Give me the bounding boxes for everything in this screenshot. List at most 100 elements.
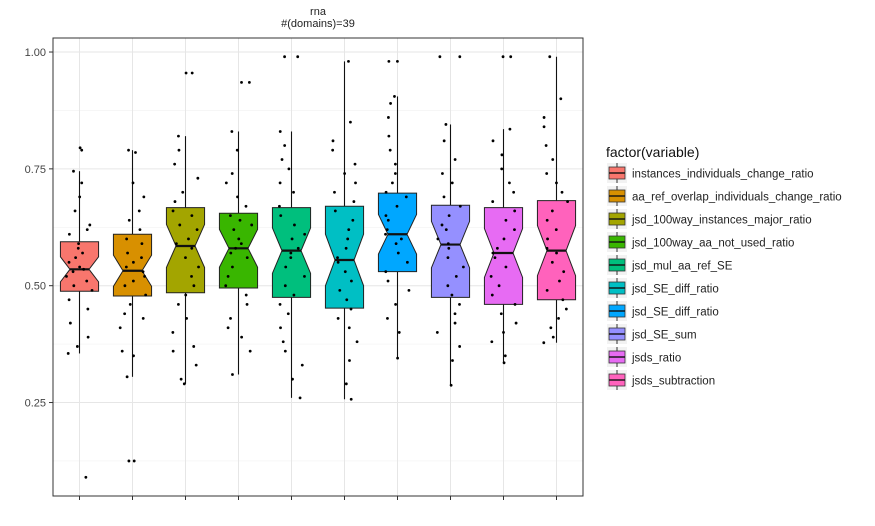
data-point [132,354,135,358]
data-point [78,146,82,150]
data-point [68,321,72,325]
data-point [190,214,194,217]
data-point [230,172,234,175]
data-point [143,274,146,278]
data-point [545,218,549,222]
legend-item: aa_ref_overlap_individuals_change_ratio [607,186,842,206]
data-point [82,267,86,271]
data-point [234,246,238,250]
data-point [196,176,200,180]
data-point [440,223,444,227]
data-point [352,200,356,203]
data-point [76,246,80,250]
data-point [386,218,390,222]
data-point [435,331,439,334]
data-point [229,251,233,255]
data-point [458,302,461,306]
data-point [513,302,517,306]
legend-item: jsd_100way_aa_not_used_ratio [607,232,794,252]
data-point [550,260,554,264]
data-point [131,279,135,283]
data-point [453,321,457,325]
data-point [279,214,283,217]
data-point [397,331,401,334]
data-point [344,246,348,250]
data-point [497,284,501,288]
data-point [245,302,249,306]
data-point [559,97,563,101]
chart-subtitle: #(domains)=39 [281,18,355,30]
legend-label: instances_individuals_change_ratio [632,169,814,181]
data-point [542,341,546,345]
box-4 [218,131,259,375]
data-point [240,80,243,84]
box-2 [112,150,153,377]
data-point [504,218,508,222]
data-point [513,228,516,232]
legend-label: jsds_ratio [631,353,681,365]
data-point [387,134,391,138]
legend-item: jsd_100way_instances_major_ratio [607,209,812,229]
data-point [296,246,300,250]
data-point [444,123,448,126]
data-point [384,190,388,194]
data-point [550,209,554,213]
data-point [141,317,145,320]
data-point [405,260,409,264]
data-point [78,265,82,269]
data-point [171,209,175,213]
data-point [347,59,350,63]
data-point [250,223,254,227]
data-point [226,274,230,278]
data-point [86,307,90,311]
data-point [564,307,568,311]
data-point [446,284,450,288]
legend-item: jsd_mul_aa_ref_SE [607,255,733,275]
data-point [438,55,442,59]
data-point [173,162,177,166]
data-point [491,251,495,255]
data-point [344,382,348,386]
data-point [190,274,193,278]
data-point [290,237,294,241]
box-6 [324,61,365,400]
data-point [184,256,187,260]
y-tick-label: 1.00 [25,47,46,59]
data-point [555,251,558,255]
data-point [391,181,394,185]
data-point [127,459,131,463]
legend: instances_individuals_change_ratio aa_ref… [607,163,842,390]
legend-label: aa_ref_overlap_individuals_change_ratio [632,192,842,204]
data-point [195,228,199,232]
data-point [331,148,335,152]
legend-item: jsds_ratio [607,347,681,367]
data-point [387,116,390,119]
y-tick-label: 0.25 [25,398,46,410]
data-point [67,298,71,302]
data-point [545,288,549,292]
data-point [138,228,142,232]
data-point [131,181,135,185]
data-point [140,256,143,260]
box-10 [536,56,577,343]
data-point [493,256,497,260]
notched-box [377,192,418,273]
data-point [231,373,234,376]
data-point [248,349,252,353]
data-point [491,200,495,203]
data-point [490,340,494,344]
box-9 [483,129,524,363]
data-point [77,242,80,246]
data-point [124,265,128,269]
data-point [283,349,287,353]
data-point [548,55,552,59]
data-point [346,237,350,241]
data-point [88,223,92,227]
data-point [453,312,457,316]
y-tick-label: 0.75 [25,164,46,176]
data-point [336,260,340,264]
data-point [66,352,70,355]
data-point [296,55,300,59]
data-point [173,200,177,203]
